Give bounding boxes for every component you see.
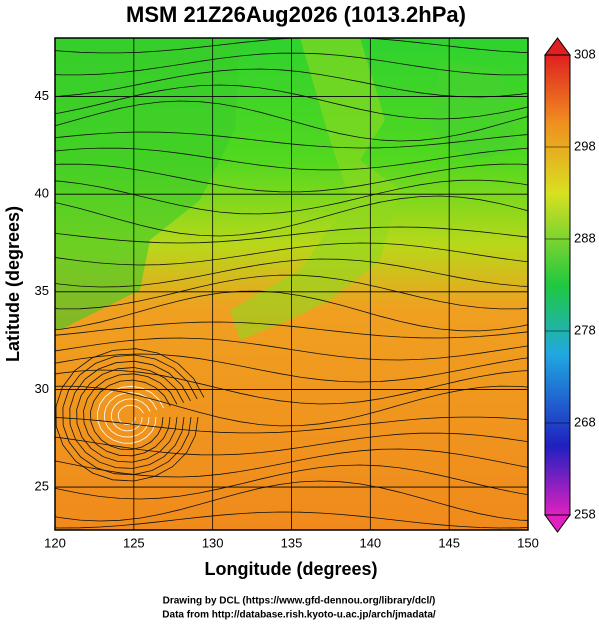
streamline bbox=[55, 448, 528, 478]
streamline bbox=[55, 195, 528, 237]
colorbar-tick-label: 268 bbox=[574, 414, 596, 429]
streamline bbox=[117, 404, 144, 426]
y-tick-label: 45 bbox=[35, 88, 49, 103]
land bbox=[230, 38, 400, 340]
streamline bbox=[97, 385, 164, 444]
colorbar bbox=[544, 54, 571, 516]
y-tick-label: 35 bbox=[35, 283, 49, 298]
y-tick-label: 30 bbox=[35, 381, 49, 396]
streamline bbox=[55, 290, 528, 332]
streamline bbox=[55, 321, 528, 339]
streamline bbox=[103, 392, 158, 438]
map-title: MSM 21Z26Aug2026 (1013.2hPa) bbox=[126, 2, 466, 27]
credit: Drawing by DCL (https://www.gfd-dennou.o… bbox=[163, 596, 436, 607]
streamline bbox=[83, 373, 178, 457]
land bbox=[55, 38, 240, 330]
streamline bbox=[55, 464, 528, 500]
streamline bbox=[62, 354, 198, 476]
streamline bbox=[76, 367, 185, 463]
y-axis-label: Latitude (degrees) bbox=[3, 206, 23, 362]
x-tick-label: 145 bbox=[438, 535, 460, 550]
streamline bbox=[55, 511, 528, 529]
streamline bbox=[55, 84, 528, 120]
colorbar-min-arrow bbox=[544, 514, 571, 533]
streamline bbox=[55, 385, 528, 427]
y-tick-label: 40 bbox=[35, 186, 49, 201]
colorbar-tick-label: 258 bbox=[574, 506, 596, 521]
x-tick-label: 125 bbox=[123, 535, 145, 550]
streamline bbox=[55, 258, 528, 288]
x-tick-label: 120 bbox=[44, 535, 66, 550]
colorbar-max-arrow bbox=[544, 37, 571, 56]
streamline bbox=[55, 274, 528, 310]
plot-frame bbox=[54, 37, 529, 531]
streamline bbox=[55, 131, 528, 149]
streamline bbox=[110, 398, 151, 432]
x-tick-label: 140 bbox=[359, 535, 381, 550]
y-tick-label: 25 bbox=[35, 478, 49, 493]
x-tick-label: 135 bbox=[281, 535, 303, 550]
streamline bbox=[55, 163, 528, 193]
streamline bbox=[55, 52, 528, 76]
streamline bbox=[55, 226, 528, 244]
land bbox=[430, 60, 520, 160]
streamline bbox=[55, 369, 528, 405]
streamline bbox=[55, 337, 528, 361]
streamline bbox=[55, 100, 528, 142]
colorbar-tick-label: 308 bbox=[574, 46, 596, 61]
colorbar-tick-label: 288 bbox=[574, 230, 596, 245]
streamline bbox=[55, 432, 528, 456]
streamline bbox=[55, 480, 528, 522]
streamline bbox=[90, 379, 171, 450]
x-axis-label: Longitude (degrees) bbox=[204, 559, 377, 579]
colorbar-tick-label: 278 bbox=[574, 322, 596, 337]
x-tick-label: 130 bbox=[202, 535, 224, 550]
plot-area bbox=[55, 38, 528, 530]
streamline bbox=[55, 416, 528, 434]
streamline bbox=[55, 242, 528, 266]
credit: Data from http://database.rish.kyoto-u.a… bbox=[162, 610, 436, 621]
streamline bbox=[55, 348, 205, 482]
streamline bbox=[55, 147, 528, 171]
streamline bbox=[55, 179, 528, 215]
x-tick-label: 150 bbox=[517, 535, 539, 550]
streamline bbox=[55, 353, 528, 383]
streamline bbox=[69, 360, 191, 469]
colorbar-tick-label: 298 bbox=[574, 138, 596, 153]
